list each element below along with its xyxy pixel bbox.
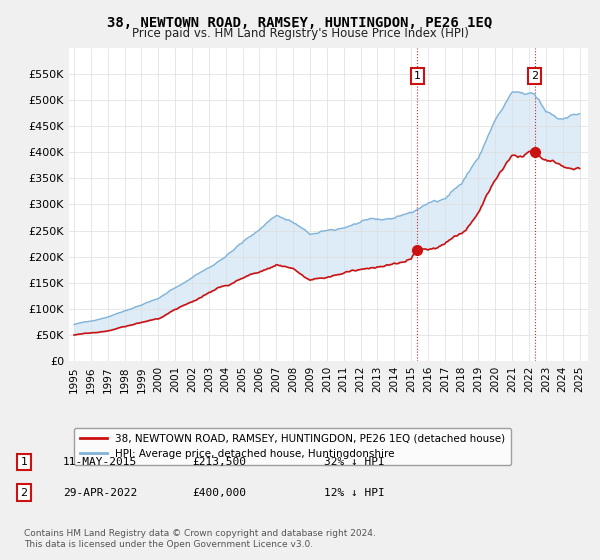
Text: £400,000: £400,000	[192, 488, 246, 498]
Text: 32% ↓ HPI: 32% ↓ HPI	[324, 457, 385, 467]
Text: 2: 2	[20, 488, 28, 498]
Text: 29-APR-2022: 29-APR-2022	[63, 488, 137, 498]
Text: Contains HM Land Registry data © Crown copyright and database right 2024.
This d: Contains HM Land Registry data © Crown c…	[24, 529, 376, 549]
Text: £213,500: £213,500	[192, 457, 246, 467]
Text: 2: 2	[531, 71, 538, 81]
Text: 12% ↓ HPI: 12% ↓ HPI	[324, 488, 385, 498]
Text: 38, NEWTOWN ROAD, RAMSEY, HUNTINGDON, PE26 1EQ: 38, NEWTOWN ROAD, RAMSEY, HUNTINGDON, PE…	[107, 16, 493, 30]
Text: Price paid vs. HM Land Registry's House Price Index (HPI): Price paid vs. HM Land Registry's House …	[131, 27, 469, 40]
Text: 11-MAY-2015: 11-MAY-2015	[63, 457, 137, 467]
Legend: 38, NEWTOWN ROAD, RAMSEY, HUNTINGDON, PE26 1EQ (detached house), HPI: Average pr: 38, NEWTOWN ROAD, RAMSEY, HUNTINGDON, PE…	[74, 428, 511, 465]
Text: 1: 1	[20, 457, 28, 467]
Text: 1: 1	[414, 71, 421, 81]
